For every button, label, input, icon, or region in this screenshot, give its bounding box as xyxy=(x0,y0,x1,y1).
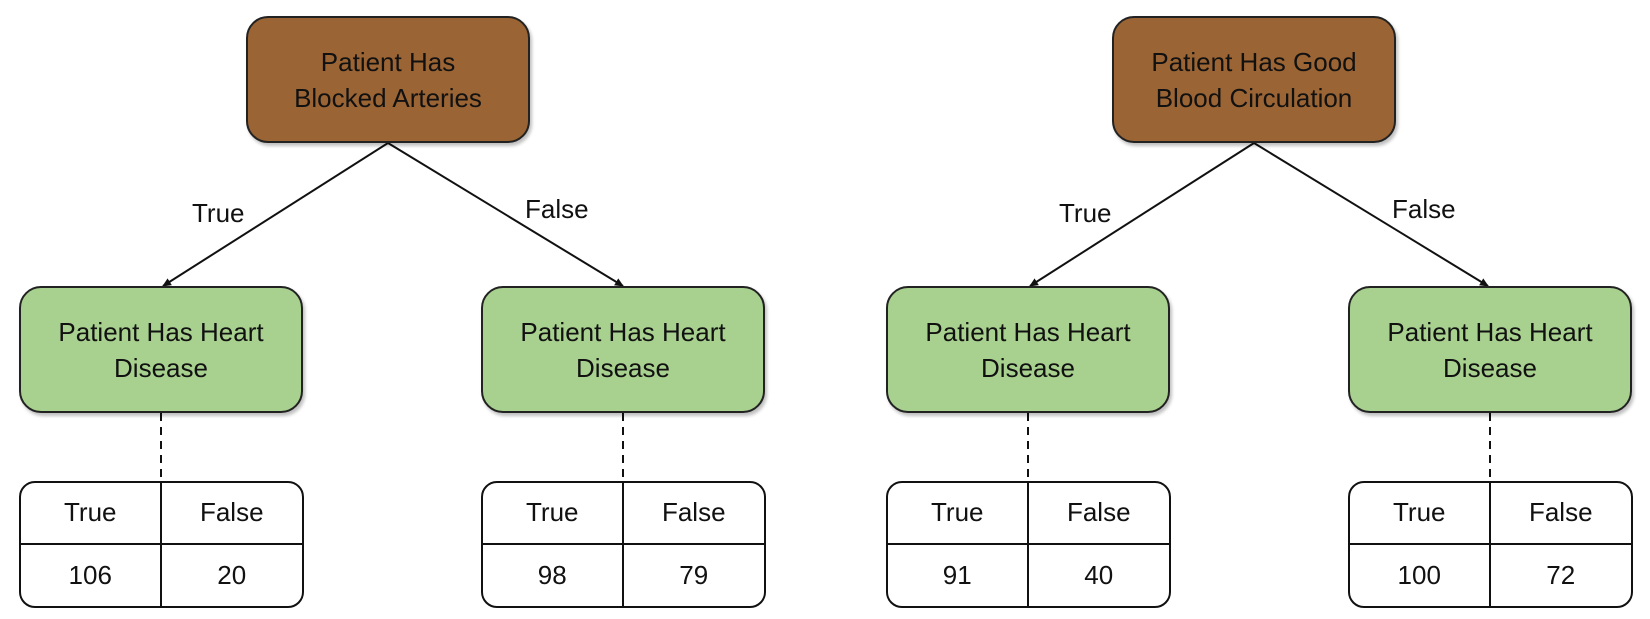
tree-2-root-line-2: Blood Circulation xyxy=(1155,82,1353,113)
tree-2-leaf-1-line-1: Patient Has Heart xyxy=(925,316,1131,347)
tree-2-false-branch xyxy=(1253,142,1489,287)
tree-2-false-label: False xyxy=(1392,194,1456,224)
count-value-false: 40 xyxy=(1084,559,1114,590)
count-value-false: 79 xyxy=(679,559,709,590)
tree-1-leaf-1-line-1: Patient Has Heart xyxy=(58,316,264,347)
tree-2-leaf-2-node: Patient Has Heart Disease xyxy=(1348,286,1632,413)
count-value-true: 98 xyxy=(483,544,624,606)
tree-1-false-label: False xyxy=(525,194,589,224)
count-header-false: False xyxy=(1028,483,1169,545)
tree-2-true-branch xyxy=(1029,142,1255,287)
count-header-true: True xyxy=(1350,483,1491,545)
count-value-true: 106 xyxy=(21,544,162,606)
tree-1-true-label: True xyxy=(192,198,245,228)
tree-1-leaf-1-count-table: True False 106 20 xyxy=(19,481,304,608)
tree-2-leaf-2-line-1: Patient Has Heart xyxy=(1387,316,1593,347)
tree-1-leaf-2-node: Patient Has Heart Disease xyxy=(481,286,765,413)
count-header-false: False xyxy=(623,483,764,545)
tree-1-false-branch xyxy=(387,142,624,287)
tree-1-true-branch xyxy=(162,142,389,287)
tree-1-leaf-1-line-2: Disease xyxy=(114,352,208,383)
tree-1-root-node: Patient Has Blocked Arteries xyxy=(246,16,530,143)
count-header-true: True xyxy=(483,483,624,545)
count-value-true: 100 xyxy=(1350,544,1491,606)
count-header-true: True xyxy=(21,483,162,545)
tree-2-leaf-1-node: Patient Has Heart Disease xyxy=(886,286,1170,413)
tree-2-root-node: Patient Has Good Blood Circulation xyxy=(1112,16,1396,143)
tree-1-root-line-1: Patient Has xyxy=(320,46,456,77)
tree-1-leaf-2-line-1: Patient Has Heart xyxy=(520,316,726,347)
count-value-false: 20 xyxy=(217,559,247,590)
tree-2-leaf-1-count-table: True False 91 40 xyxy=(886,481,1171,608)
tree-2-leaf-1-line-2: Disease xyxy=(981,352,1075,383)
tree-1-leaf-2-line-2: Disease xyxy=(576,352,670,383)
tree-2-root-line-1: Patient Has Good xyxy=(1151,46,1357,77)
count-value-false: 72 xyxy=(1546,559,1576,590)
count-header-true: True xyxy=(888,483,1029,545)
tree-1-root-line-2: Blocked Arteries xyxy=(294,82,482,113)
tree-2-true-label: True xyxy=(1059,198,1112,228)
count-value-true: 91 xyxy=(888,544,1029,606)
tree-2-leaf-2-count-table: True False 100 72 xyxy=(1348,481,1633,608)
count-header-false: False xyxy=(1490,483,1631,545)
tree-2-leaf-2-line-2: Disease xyxy=(1443,352,1537,383)
tree-1-leaf-2-count-table: True False 98 79 xyxy=(481,481,766,608)
count-header-false: False xyxy=(161,483,302,545)
tree-1-leaf-1-node: Patient Has Heart Disease xyxy=(19,286,303,413)
